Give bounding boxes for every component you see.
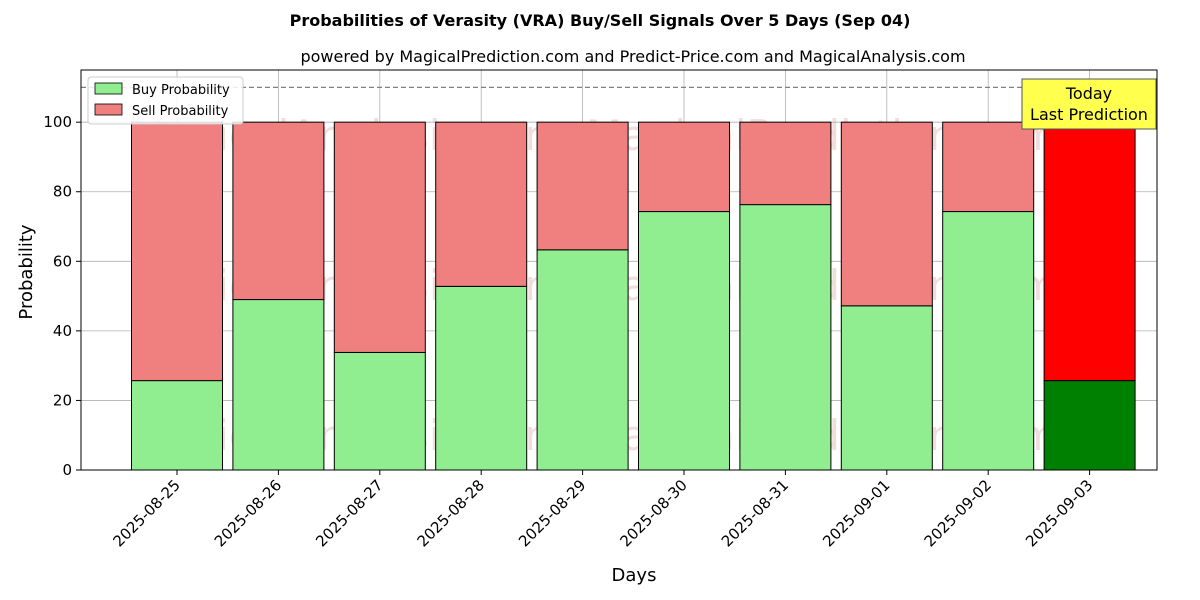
x-tick-label: 2025-08-26 (211, 476, 285, 550)
bar-buy (840, 305, 933, 471)
bar-sell (131, 121, 223, 382)
y-tick-label: 60 (53, 252, 72, 270)
chart-title: Probabilities of Verasity (VRA) Buy/Sell… (290, 11, 911, 30)
x-tick-label: 2025-08-31 (718, 476, 792, 550)
legend-swatch-sell (94, 103, 123, 116)
bars-layer (131, 121, 1136, 471)
legend-label-sell: Sell Probability (132, 104, 229, 119)
today-annotation-line-2: Last Prediction (1030, 105, 1148, 124)
today-annotation-line-1: Today (1065, 84, 1112, 103)
y-tick-label: 100 (43, 113, 72, 131)
bar-sell (739, 121, 832, 206)
bar-sell (942, 121, 1035, 213)
chart-subtitle: powered by MagicalPrediction.com and Pre… (300, 47, 965, 66)
bar-buy (435, 285, 528, 471)
x-ticks: 2025-08-25 2025-08-26 2025-08-27 2025-08-28… (109, 470, 1096, 550)
legend-label-buy: Buy Probability (132, 83, 230, 98)
bar-buy (131, 380, 223, 471)
y-tick-label: 0 (62, 461, 72, 479)
bar-buy (942, 211, 1035, 471)
today-annotation-box (1021, 78, 1157, 130)
x-tick-label: 2025-08-30 (616, 476, 690, 550)
bar-sell (435, 121, 528, 287)
bar-sell (1043, 121, 1136, 382)
bar-sell (232, 121, 325, 301)
x-tick-label: 2025-09-02 (921, 476, 995, 550)
bar-buy (739, 204, 832, 471)
y-tick-label: 40 (53, 322, 72, 340)
legend-swatch-buy (94, 82, 123, 95)
bar-buy (536, 249, 629, 471)
bar-sell (638, 121, 730, 213)
x-tick-label: 2025-08-29 (515, 476, 589, 550)
x-tick-label: 2025-08-28 (414, 476, 488, 550)
x-tick-label: 2025-09-01 (819, 476, 893, 550)
x-tick-label: 2025-08-27 (312, 476, 386, 550)
y-tick-label: 20 (53, 391, 72, 409)
y-axis-label: Probability (16, 224, 37, 319)
x-tick-label: 2025-08-25 (109, 476, 183, 550)
bar-buy (638, 211, 730, 471)
bar-sell (536, 121, 629, 251)
y-tick-label: 80 (53, 183, 72, 201)
legend: Buy Probability Sell Probability (87, 76, 244, 125)
x-axis-label: Days (612, 565, 657, 586)
x-tick-label: 2025-09-03 (1022, 476, 1096, 550)
bar-sell (840, 121, 933, 307)
plot-frame (80, 69, 1158, 471)
bar-buy (232, 299, 325, 471)
bar-buy (333, 351, 426, 471)
y-ticks: 0 20 40 60 80 100 (43, 113, 81, 479)
bar-sell (333, 121, 426, 353)
bar-buy (1043, 380, 1136, 471)
legend-frame (87, 76, 244, 125)
today-annotation: Today Last Prediction (1021, 78, 1157, 130)
